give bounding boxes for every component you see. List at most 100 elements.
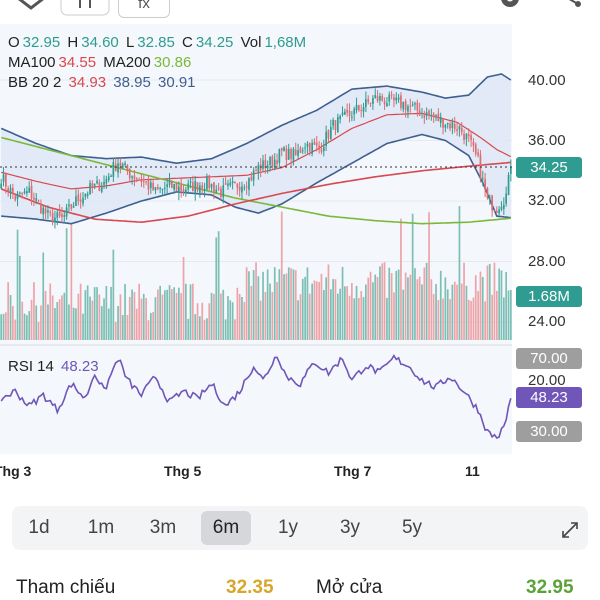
volume-bar [140, 298, 143, 340]
candle [264, 153, 267, 174]
candle [294, 142, 297, 156]
volume-bar [367, 277, 370, 340]
volume-bar [72, 307, 75, 340]
volume-bar [40, 305, 42, 340]
volume-bar [152, 312, 154, 340]
share-icon[interactable] [556, 0, 586, 14]
candle [173, 183, 175, 194]
volume-bar [341, 267, 344, 340]
volume-bar [472, 297, 475, 340]
candle [96, 175, 98, 185]
volume-bar [213, 294, 215, 340]
candle [332, 117, 334, 130]
volume-bar [318, 282, 320, 340]
candle [201, 181, 204, 195]
rsi-legend: RSI 14 48.23 [8, 357, 102, 377]
volume-bar [33, 282, 35, 340]
candle [157, 184, 159, 191]
volume-bar [100, 306, 103, 340]
candle [451, 118, 454, 135]
tab-1m[interactable]: 1m [87, 517, 115, 538]
candle [411, 101, 414, 107]
volume-bar [124, 284, 126, 340]
candle [93, 183, 96, 190]
volume-bar [42, 252, 45, 340]
volume-bar [418, 276, 421, 340]
candle [498, 206, 500, 216]
volume-bar [224, 319, 227, 340]
volume-bar [121, 315, 124, 340]
volume-bar [470, 300, 472, 340]
candle [121, 162, 124, 170]
candle [114, 157, 117, 172]
candle [313, 138, 316, 145]
indicator-icon[interactable] [60, 0, 110, 16]
open-value: 32.95 [22, 34, 61, 51]
volume-bar [178, 287, 180, 340]
candle [79, 192, 82, 209]
volume-bar [5, 312, 7, 340]
volume-bar [93, 287, 96, 340]
candle [409, 98, 412, 113]
tab-1d[interactable]: 1d [28, 517, 50, 538]
candle [503, 197, 505, 215]
candle [196, 182, 199, 193]
candle [150, 179, 152, 194]
volume-bar [283, 274, 285, 340]
tab-3m[interactable]: 3m [149, 517, 177, 538]
volume-bar [262, 271, 264, 340]
candle [135, 177, 138, 183]
candle [23, 188, 26, 195]
candle [107, 173, 110, 183]
price-chart[interactable] [0, 24, 600, 454]
candle [2, 167, 5, 187]
volume-bar [112, 249, 115, 340]
volume-bar [187, 318, 190, 340]
tab-3y[interactable]: 3y [339, 517, 361, 538]
volume-bar [393, 292, 395, 340]
candle [283, 145, 285, 152]
candle [35, 193, 38, 205]
candle [178, 181, 180, 201]
tab-6m[interactable]: 6m [201, 511, 251, 545]
candle [217, 182, 220, 192]
candle [40, 199, 42, 215]
volume-bar [91, 300, 94, 340]
candle [339, 114, 341, 124]
candle [72, 202, 75, 208]
volume-bar [496, 290, 498, 340]
candle [365, 91, 367, 113]
candle [105, 175, 108, 189]
candle [199, 182, 201, 198]
volume-bar [0, 314, 3, 340]
volume-bar [44, 290, 47, 340]
candle [128, 167, 131, 183]
expand-icon[interactable] [560, 520, 580, 540]
candle [386, 97, 388, 108]
candle [206, 173, 208, 191]
candle [245, 181, 248, 195]
candle [117, 158, 119, 178]
volume-bar [175, 292, 178, 340]
volume-bar [89, 296, 91, 340]
volume-bar [157, 289, 159, 340]
volume-bar [110, 286, 112, 340]
bb-label: BB 20 2 [8, 74, 62, 91]
candle [435, 114, 437, 122]
drawing-icon[interactable] [14, 0, 48, 14]
volume-bar [442, 298, 444, 340]
candle [297, 143, 299, 160]
volume-bar [147, 320, 150, 340]
candle [439, 112, 442, 128]
candle [301, 147, 304, 155]
fx-button[interactable]: fx [118, 0, 170, 18]
candle [161, 188, 164, 196]
candle [9, 184, 12, 200]
tab-1y[interactable]: 1y [277, 517, 299, 538]
candle [63, 210, 66, 224]
volume-bar [304, 276, 306, 340]
gear-icon[interactable] [495, 0, 525, 14]
tab-5y[interactable]: 5y [401, 517, 423, 538]
candle [166, 178, 168, 194]
bollinger-upper-line [0, 73, 512, 165]
